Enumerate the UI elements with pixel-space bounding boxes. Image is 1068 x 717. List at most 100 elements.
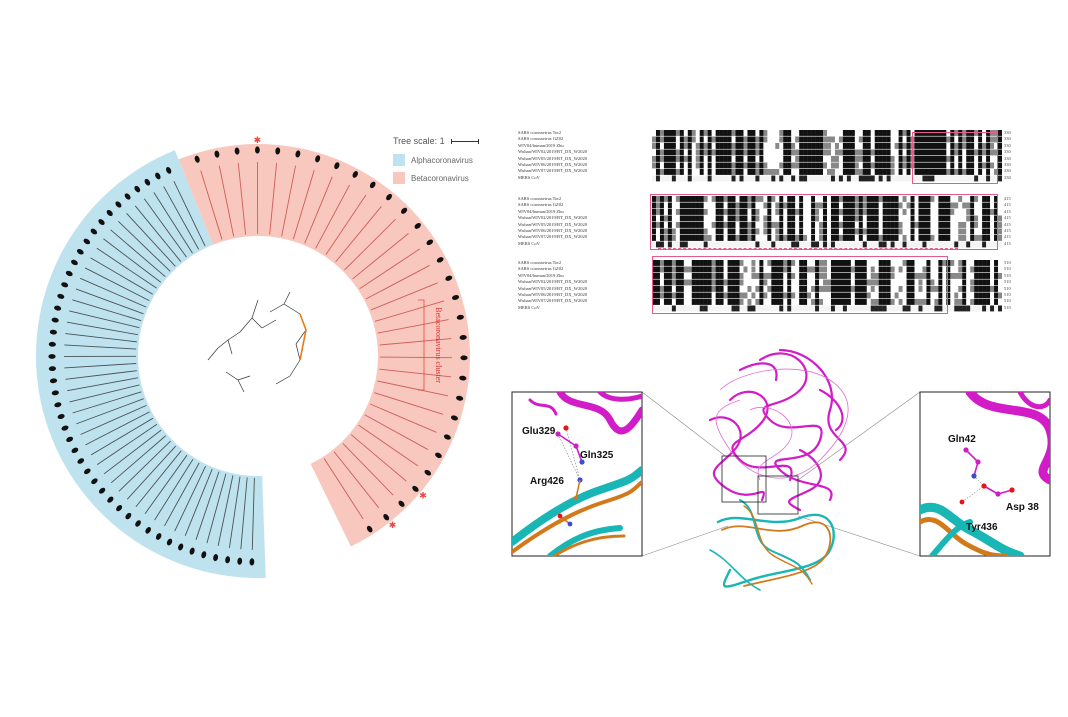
- residue-cell: [986, 280, 990, 286]
- alignment-end-numbers: 415 415 415 415 415 415 415 415: [1004, 196, 1011, 247]
- alignment-end-numbers: 330 330 330 330 330 330 330 330: [1004, 130, 1011, 181]
- residue-cell: [823, 176, 827, 182]
- end-number: 330: [1004, 149, 1011, 155]
- residue-cell: [970, 293, 974, 299]
- residue-cell: [704, 137, 708, 143]
- residue-cell: [684, 169, 688, 175]
- residue-cell: [990, 306, 994, 312]
- residue-cell: [712, 156, 716, 162]
- residue-cell: [895, 150, 899, 156]
- residue-cell: [982, 273, 986, 279]
- spike-rbd-ribbon: [710, 500, 834, 590]
- residue-cell: [843, 169, 847, 175]
- residue-cell: [799, 156, 803, 162]
- residue-cell: [887, 137, 891, 143]
- residue-cell: [903, 143, 907, 149]
- residue-cell: [875, 143, 879, 149]
- residue-cell: [895, 156, 899, 162]
- residue-cell: [783, 137, 787, 143]
- alignment-labels: SARS coronavirus Tor2 SARS coronavirus G…: [518, 196, 648, 247]
- residue-cell: [720, 156, 724, 162]
- zoom-connector: [642, 526, 728, 556]
- residue-cell: [823, 130, 827, 136]
- residue-cell: [751, 130, 755, 136]
- residue-cell: [668, 130, 672, 136]
- residue-cell: [899, 176, 903, 182]
- residue-cell: [831, 130, 835, 136]
- residue-cell: [879, 169, 883, 175]
- residue-cell: [763, 143, 767, 149]
- residue-cell: [759, 156, 763, 162]
- residue-cell: [962, 280, 966, 286]
- residue-cell: [843, 143, 847, 149]
- phylogenetic-tree: ✱✱✱Betacoronavirus cluster: [0, 0, 500, 712]
- residue-cell: [751, 176, 755, 182]
- residue-cell: [998, 280, 1002, 286]
- residue-cell: [779, 163, 783, 169]
- residue-cell: [811, 143, 815, 149]
- residue-cell: [907, 176, 911, 182]
- residue-cell: [887, 163, 891, 169]
- residue-cell: [803, 137, 807, 143]
- residue-cell: [835, 137, 839, 143]
- residue-cell: [791, 176, 795, 182]
- residue-cell: [827, 176, 831, 182]
- protein-structure-panel: Glu329 Gln325 Arg426: [500, 330, 1068, 612]
- residue-cell: [994, 273, 998, 279]
- residue-cell: [779, 143, 783, 149]
- residue-cell: [859, 169, 863, 175]
- residue-cell: [704, 156, 708, 162]
- residue-cell: [891, 169, 895, 175]
- residue-cell: [863, 130, 867, 136]
- residue-cell: [660, 163, 664, 169]
- end-number: 415: [1004, 234, 1011, 240]
- residue-cell: [907, 137, 911, 143]
- residue-cell: [783, 156, 787, 162]
- residue-cell: [803, 130, 807, 136]
- residue-cell: [903, 169, 907, 175]
- residue-cell: [811, 176, 815, 182]
- residue-cell: [652, 176, 656, 182]
- residue-cell: [656, 176, 660, 182]
- residue-cell: [724, 150, 728, 156]
- residue-cell: [966, 260, 970, 266]
- residue-cell: [680, 176, 684, 182]
- residue-cell: [736, 137, 740, 143]
- residue-cell: [990, 286, 994, 292]
- residue-cell: [811, 156, 815, 162]
- residue-cell: [907, 150, 911, 156]
- residue-cell: [958, 280, 962, 286]
- residue-cell: [684, 137, 688, 143]
- residue-cell: [899, 156, 903, 162]
- residue-cell: [867, 137, 871, 143]
- residue-cell: [998, 222, 1002, 228]
- residue-cell: [974, 306, 978, 312]
- residue-cell: [998, 137, 1002, 143]
- residue-cell: [835, 169, 839, 175]
- residue-cell: [696, 163, 700, 169]
- residue-cell: [755, 150, 759, 156]
- residue-cell: [771, 137, 775, 143]
- residue-cell: [823, 150, 827, 156]
- residue-cell: [795, 169, 799, 175]
- residue-cell: [692, 143, 696, 149]
- residue-cell: [704, 163, 708, 169]
- residue-cell: [843, 176, 847, 182]
- alignment-labels: SARS coronavirus Tor2 SARS coronavirus G…: [518, 130, 648, 181]
- residue-cell: [998, 150, 1002, 156]
- residue-cell: [899, 130, 903, 136]
- residue-cell: [950, 293, 954, 299]
- residue-cell: [986, 299, 990, 305]
- residue-cell: [743, 130, 747, 136]
- residue-cell: [863, 156, 867, 162]
- residue-cell: [791, 130, 795, 136]
- residue-cell: [664, 137, 668, 143]
- residue-cell: [871, 176, 875, 182]
- residue-cell: [807, 169, 811, 175]
- residue-cell: [767, 156, 771, 162]
- host-animal-icon: [255, 146, 260, 153]
- residue-cell: [708, 143, 712, 149]
- residue-cell: [998, 216, 1002, 222]
- residue-cell: [656, 150, 660, 156]
- residue-cell: [807, 130, 811, 136]
